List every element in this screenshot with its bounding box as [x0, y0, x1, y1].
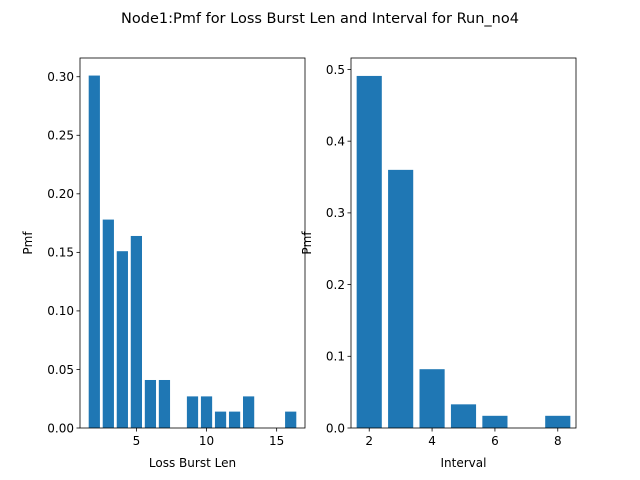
bar [116, 251, 128, 428]
bar [186, 396, 199, 428]
x-tick-label: 4 [428, 434, 436, 448]
bar [545, 415, 571, 428]
y-tick-label: 0.4 [326, 134, 345, 148]
y-tick-label: 0.10 [47, 304, 74, 318]
y-axis-label: Pmf [21, 231, 35, 255]
y-tick-label: 0.0 [326, 421, 345, 435]
bar [88, 75, 100, 428]
bar [388, 169, 414, 429]
y-tick-label: 0.5 [326, 63, 345, 77]
y-axis-label: Pmf [300, 231, 314, 255]
y-tick-label: 0.3 [326, 206, 345, 220]
x-tick-label: 8 [554, 434, 562, 448]
y-tick-label: 0.15 [47, 246, 74, 260]
bar [200, 396, 213, 428]
bar [450, 404, 477, 428]
y-tick-label: 0.05 [47, 363, 74, 377]
y-tick-label: 0.00 [47, 421, 74, 435]
bar [243, 396, 255, 428]
y-tick-label: 0.30 [47, 70, 74, 84]
subplot-loss-burst-len: 5 10 15 0.00 0.05 0.10 0.15 0.20 0.25 0.30 Loss Bu… [21, 57, 306, 470]
bar [482, 415, 508, 428]
x-tick-label: 15 [269, 434, 284, 448]
x-tick-label: 6 [491, 434, 499, 448]
bar [419, 369, 445, 428]
bar [285, 411, 297, 428]
x-axis-label: Loss Burst Len [149, 456, 236, 470]
bar [356, 75, 382, 429]
y-tick-label: 0.2 [326, 278, 345, 292]
bar [228, 411, 241, 428]
y-tick-label: 0.20 [47, 187, 74, 201]
x-tick-label: 2 [365, 434, 373, 448]
bar [158, 379, 171, 428]
x-axis-label: Interval [441, 456, 487, 470]
axes-frame [79, 57, 306, 429]
bar [102, 219, 114, 428]
figure-suptitle: Node1:Pmf for Loss Burst Len and Interva… [121, 11, 519, 27]
x-tick-label: 10 [199, 434, 214, 448]
y-tick-label: 0.25 [47, 129, 74, 143]
bar [214, 411, 227, 428]
subplot-interval: 2 4 6 8 0.0 0.1 0.2 0.3 0.4 0.5 Interval Pmf [300, 57, 577, 470]
axes-frame [350, 57, 577, 429]
y-tick-label: 0.1 [326, 350, 345, 364]
x-tick-label: 5 [133, 434, 141, 448]
bar [144, 379, 157, 428]
bar [130, 235, 142, 428]
